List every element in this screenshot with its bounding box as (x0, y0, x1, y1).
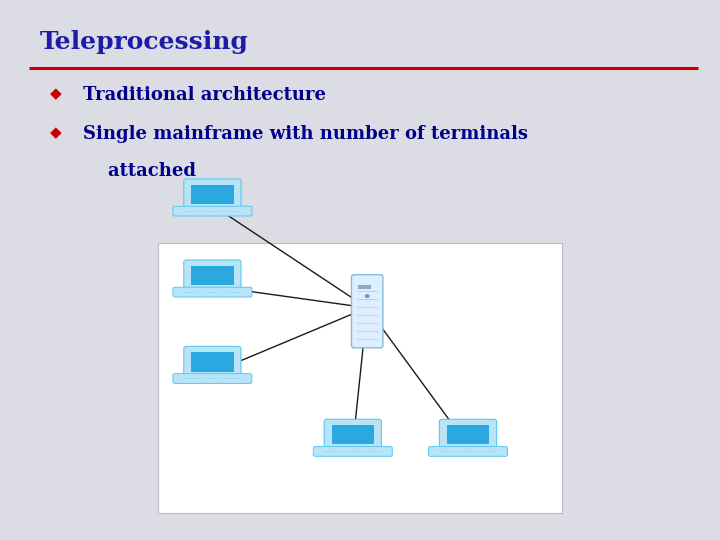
Text: ◆: ◆ (50, 86, 62, 102)
FancyBboxPatch shape (359, 285, 371, 289)
FancyBboxPatch shape (332, 425, 374, 444)
Text: attached: attached (83, 162, 196, 180)
Text: Traditional architecture: Traditional architecture (83, 86, 325, 104)
Text: Single mainframe with number of terminals: Single mainframe with number of terminal… (83, 125, 528, 143)
FancyBboxPatch shape (158, 243, 562, 513)
FancyBboxPatch shape (313, 447, 392, 456)
FancyBboxPatch shape (439, 419, 497, 450)
FancyBboxPatch shape (192, 185, 233, 204)
FancyBboxPatch shape (173, 374, 252, 383)
FancyBboxPatch shape (184, 179, 241, 210)
Text: Teleprocessing: Teleprocessing (40, 30, 248, 53)
FancyBboxPatch shape (173, 287, 252, 297)
Text: ◆: ◆ (50, 125, 62, 140)
FancyBboxPatch shape (184, 346, 241, 377)
FancyBboxPatch shape (351, 275, 383, 348)
FancyBboxPatch shape (324, 419, 382, 450)
FancyBboxPatch shape (184, 260, 241, 291)
FancyBboxPatch shape (447, 425, 489, 444)
Circle shape (366, 295, 369, 298)
FancyBboxPatch shape (192, 266, 233, 285)
FancyBboxPatch shape (428, 447, 508, 456)
FancyBboxPatch shape (173, 206, 252, 216)
FancyBboxPatch shape (192, 352, 233, 372)
